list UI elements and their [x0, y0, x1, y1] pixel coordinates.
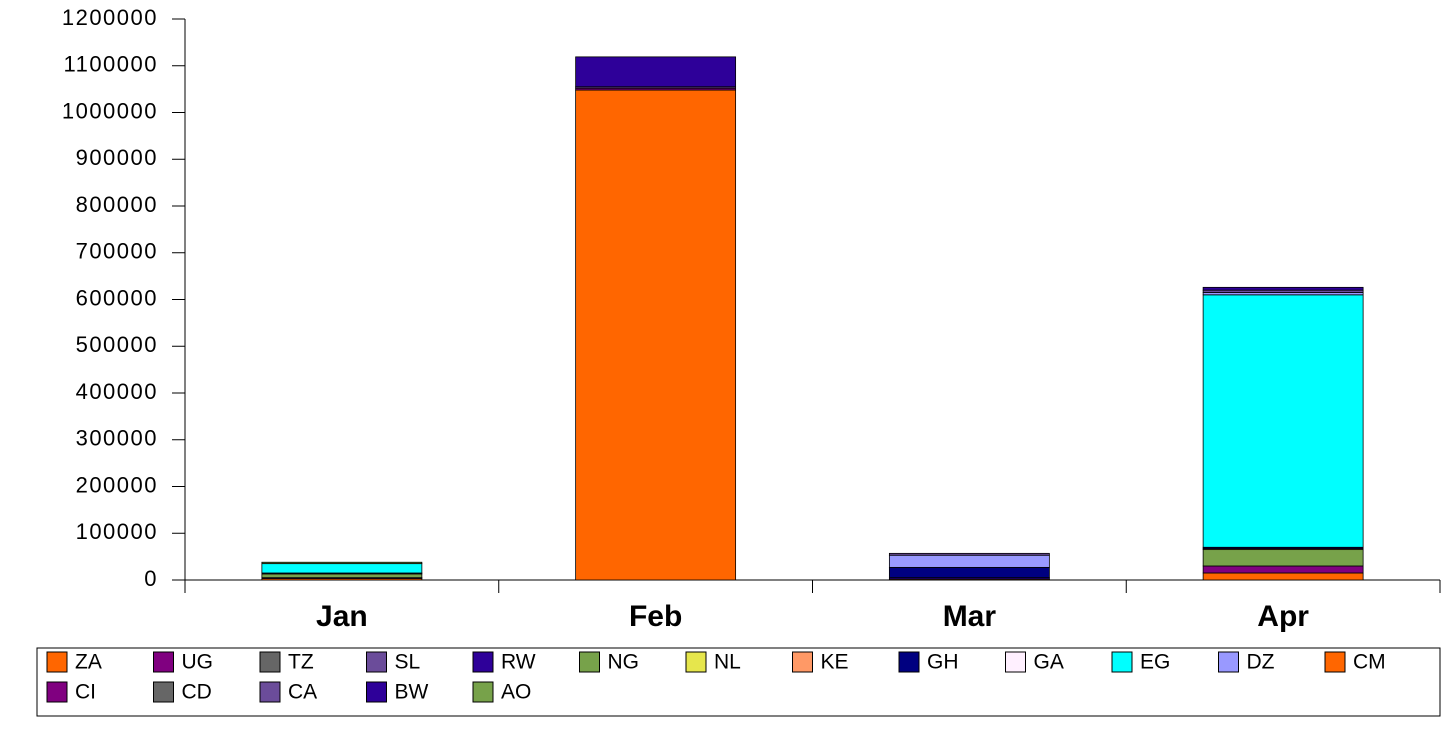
- legend-swatch: [46, 681, 68, 703]
- legend-swatch: [153, 651, 174, 673]
- legend-label: RW: [501, 651, 536, 674]
- legend-label: CD: [182, 681, 212, 704]
- legend-swatch: [898, 651, 920, 673]
- legend-swatch: [472, 651, 494, 673]
- legend-swatch: [1111, 651, 1133, 673]
- y-tick-label: 500000: [76, 332, 158, 357]
- bar-segment: [575, 89, 737, 581]
- bar-segment: [575, 56, 737, 88]
- legend-label: GH: [927, 651, 959, 674]
- legend-label: BW: [395, 681, 429, 704]
- legend-swatch: [366, 651, 387, 673]
- legend-label: TZ: [288, 651, 314, 674]
- bar-segment: [1202, 549, 1364, 567]
- legend-swatch: [472, 681, 494, 703]
- legend-swatch: [792, 651, 813, 673]
- y-tick-label: 900000: [76, 145, 158, 170]
- y-tick-label: 600000: [76, 285, 158, 310]
- bar-segment: [888, 554, 1050, 568]
- bar-segment: [261, 573, 423, 579]
- legend-swatch: [153, 681, 174, 703]
- legend-label: EG: [1140, 651, 1170, 674]
- y-tick-label: 200000: [76, 472, 158, 497]
- y-tick-label: 0: [144, 566, 158, 591]
- legend-swatch: [1005, 651, 1026, 673]
- legend-swatch: [685, 651, 707, 673]
- bar-segment: [1202, 572, 1364, 581]
- legend-swatch: [366, 681, 387, 703]
- y-tick-label: 700000: [76, 239, 158, 264]
- legend-label: NL: [714, 651, 741, 674]
- legend-label: UG: [182, 651, 214, 674]
- legend-label: CI: [75, 681, 96, 704]
- bar-segment: [1202, 286, 1364, 291]
- legend-label: ZA: [75, 651, 102, 674]
- y-tick-label: 800000: [76, 192, 158, 217]
- bar-segment: [888, 552, 1050, 556]
- legend-label: DZ: [1247, 651, 1275, 674]
- bar-segment: [888, 566, 1050, 579]
- legend-label: KE: [821, 651, 849, 674]
- legend-swatch: [259, 681, 281, 703]
- legend-label: CA: [288, 681, 317, 704]
- y-tick-label: 100000: [76, 519, 158, 544]
- legend-label: NG: [608, 651, 640, 674]
- y-tick-label: 1200000: [62, 5, 158, 30]
- bar-segment: [261, 563, 423, 574]
- legend-label: SL: [395, 651, 421, 674]
- y-tick-label: 1000000: [62, 98, 158, 123]
- x-tick-label: Mar: [943, 600, 997, 633]
- legend-label: CM: [1353, 651, 1386, 674]
- legend-label: GA: [1034, 651, 1064, 674]
- legend-swatch: [1218, 651, 1239, 673]
- bar-segment: [261, 561, 423, 565]
- x-tick-label: Apr: [1257, 600, 1309, 633]
- x-tick-label: Feb: [629, 600, 682, 633]
- x-tick-label: Jan: [316, 600, 368, 633]
- legend-swatch: [46, 651, 68, 673]
- bar-segment: [1202, 294, 1364, 548]
- y-tick-label: 1100000: [63, 52, 158, 77]
- legend-label: AO: [501, 681, 531, 704]
- y-tick-label: 300000: [76, 426, 158, 451]
- legend-swatch: [1324, 651, 1346, 673]
- legend-swatch: [579, 651, 600, 673]
- legend-swatch: [259, 651, 281, 673]
- bar-segment: [1202, 565, 1364, 574]
- y-tick-label: 400000: [76, 379, 158, 404]
